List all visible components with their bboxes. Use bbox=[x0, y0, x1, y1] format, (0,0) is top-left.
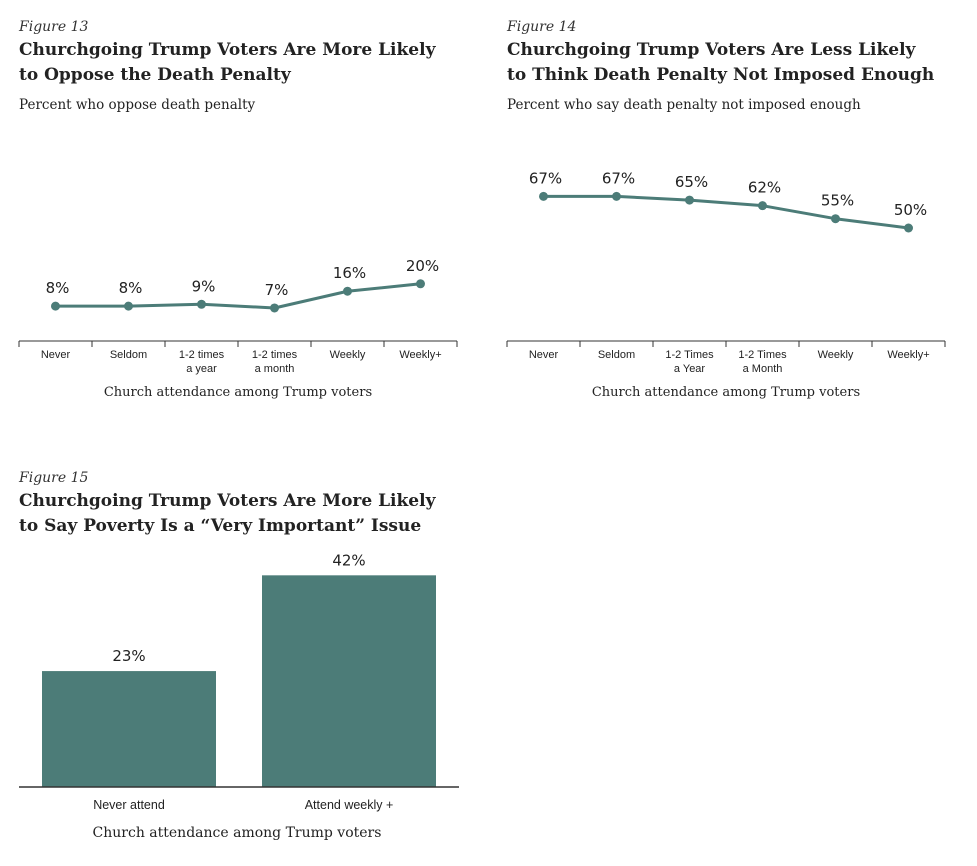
figure-label: Figure 13 bbox=[19, 19, 89, 35]
figure-title-line-1: Churchgoing Trump Voters Are More Likely bbox=[19, 40, 436, 60]
x-tick-label: Never bbox=[41, 349, 71, 361]
figure-label: Figure 14 bbox=[507, 19, 577, 35]
figure-14: Figure 14 Churchgoing Trump Voters Are L… bbox=[507, 18, 967, 114]
x-tick-label: Seldom bbox=[598, 349, 635, 361]
data-label: 23% bbox=[112, 647, 145, 665]
data-point bbox=[904, 223, 913, 233]
figure-13: Figure 13 Churchgoing Trump Voters Are M… bbox=[19, 18, 459, 114]
data-label: 67% bbox=[602, 169, 635, 187]
data-label: 55% bbox=[821, 192, 854, 210]
data-label: 16% bbox=[333, 264, 366, 282]
data-label: 8% bbox=[46, 279, 70, 297]
bar bbox=[42, 671, 216, 787]
x-tick-label: a Year bbox=[674, 363, 706, 375]
x-tick-label: 1-2 Times bbox=[738, 349, 787, 361]
x-tick-label: Never bbox=[529, 349, 559, 361]
series-line bbox=[55, 282, 421, 310]
x-axis-title: Church attendance among Trump voters bbox=[93, 825, 382, 841]
x-tick-label: 1-2 times bbox=[179, 349, 225, 361]
data-point bbox=[416, 279, 425, 289]
data-label: 7% bbox=[265, 281, 289, 299]
data-point bbox=[197, 299, 206, 309]
x-axis-title: Church attendance among Trump voters bbox=[592, 385, 860, 400]
data-point bbox=[685, 195, 694, 205]
data-label: 65% bbox=[675, 173, 708, 191]
figure-title-line-2: to Think Death Penalty Not Imposed Enoug… bbox=[507, 65, 935, 85]
data-point bbox=[270, 303, 279, 313]
data-label: 42% bbox=[332, 551, 365, 569]
x-tick-label: 1-2 times bbox=[252, 349, 298, 361]
data-point bbox=[612, 191, 621, 201]
figure-title-line-2: to Oppose the Death Penalty bbox=[19, 65, 291, 85]
figure-subtitle: Percent who say death penalty not impose… bbox=[507, 97, 861, 113]
figure-title-line-1: Churchgoing Trump Voters Are Less Likely bbox=[507, 40, 916, 60]
data-label: 9% bbox=[192, 277, 216, 295]
x-tick-label: 1-2 Times bbox=[665, 349, 714, 361]
x-tick-label: Weekly+ bbox=[887, 349, 929, 361]
x-tick-label: Never attend bbox=[93, 798, 165, 812]
data-point bbox=[124, 301, 133, 311]
x-tick-label: a year bbox=[186, 363, 217, 375]
data-label: 67% bbox=[529, 169, 562, 187]
data-label: 20% bbox=[406, 257, 439, 275]
x-tick-label: a Month bbox=[743, 363, 783, 375]
data-point bbox=[539, 191, 548, 201]
x-tick-label: Weekly bbox=[330, 349, 366, 361]
x-tick-label: Weekly+ bbox=[399, 349, 441, 361]
x-tick-label: Weekly bbox=[818, 349, 854, 361]
data-label: 50% bbox=[894, 201, 927, 219]
figure-title-line-2: to Say Poverty Is a “Very Important” Iss… bbox=[19, 516, 422, 536]
data-label: 8% bbox=[119, 279, 143, 297]
data-point bbox=[343, 286, 352, 296]
bar bbox=[262, 575, 436, 787]
data-point bbox=[51, 301, 60, 311]
figure-label: Figure 15 bbox=[19, 470, 89, 486]
x-tick-label: Seldom bbox=[110, 349, 147, 361]
figure-subtitle: Percent who oppose death penalty bbox=[19, 97, 256, 113]
figure-title-line-1: Churchgoing Trump Voters Are More Likely bbox=[19, 491, 436, 511]
x-tick-label: Attend weekly + bbox=[305, 798, 394, 812]
data-point bbox=[831, 214, 840, 224]
series-line bbox=[543, 194, 909, 230]
figure-15: Figure 15 Churchgoing Trump Voters Are M… bbox=[19, 469, 459, 539]
x-axis-title: Church attendance among Trump voters bbox=[104, 385, 372, 400]
data-point bbox=[758, 201, 767, 211]
x-tick-label: a month bbox=[255, 363, 295, 375]
data-label: 62% bbox=[748, 179, 781, 197]
